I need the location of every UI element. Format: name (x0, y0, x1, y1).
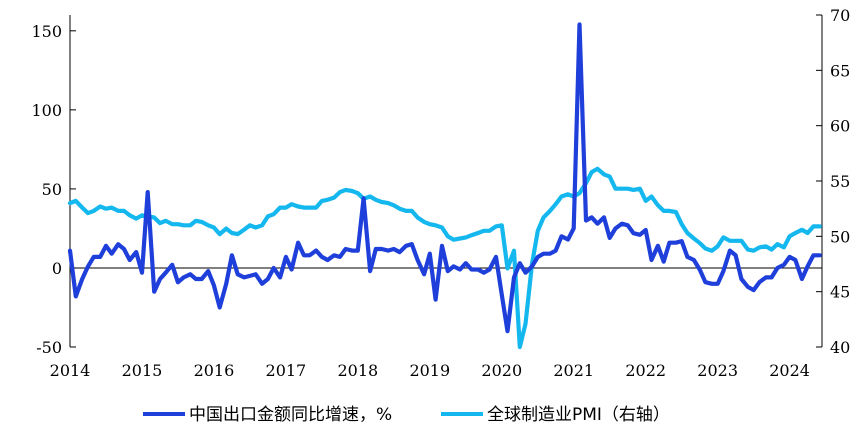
pmi-line (67, 166, 822, 350)
x-tick-label: 2024 (769, 361, 810, 380)
legend-label-export: 中国出口金额同比增速，% (189, 405, 392, 425)
export-line (67, 22, 822, 334)
right-tick-label: 40 (830, 338, 850, 357)
right-tick-label: 60 (830, 117, 850, 136)
legend-label-pmi: 全球制造业PMI（右轴） (487, 405, 670, 425)
plot-area: -50 0 50 100 150 40 45 50 55 60 65 70 2014 2015 2016… (31, 6, 850, 380)
x-tick-label: 2022 (625, 361, 666, 380)
left-tick-label: -50 (36, 338, 62, 357)
x-tick-label: 2017 (266, 361, 307, 380)
right-tick-label: 70 (830, 6, 850, 25)
x-tick-label: 2018 (337, 361, 378, 380)
x-tick-label: 2019 (409, 361, 450, 380)
left-tick-label: 50 (42, 180, 62, 199)
right-tick-label: 65 (830, 61, 850, 80)
left-tick-label: 150 (31, 22, 62, 41)
right-y-ticks: 40 45 50 55 60 65 70 (816, 6, 850, 357)
right-tick-label: 55 (830, 172, 850, 191)
right-tick-label: 45 (830, 283, 850, 302)
x-ticks: 2014 2015 2016 2017 2018 2019 2020 2021 2022 2023… (50, 361, 810, 380)
legend: 中国出口金额同比增速，% 全球制造业PMI（右轴） (143, 405, 670, 425)
x-tick-label: 2023 (697, 361, 738, 380)
left-y-ticks: -50 0 50 100 150 (31, 22, 76, 357)
left-tick-label: 0 (52, 259, 62, 278)
x-tick-label: 2014 (50, 361, 91, 380)
right-tick-label: 50 (830, 227, 850, 246)
x-tick-label: 2021 (553, 361, 594, 380)
x-tick-label: 2020 (481, 361, 522, 380)
x-tick-label: 2015 (122, 361, 163, 380)
x-tick-label: 2016 (194, 361, 235, 380)
left-tick-label: 100 (31, 101, 62, 120)
